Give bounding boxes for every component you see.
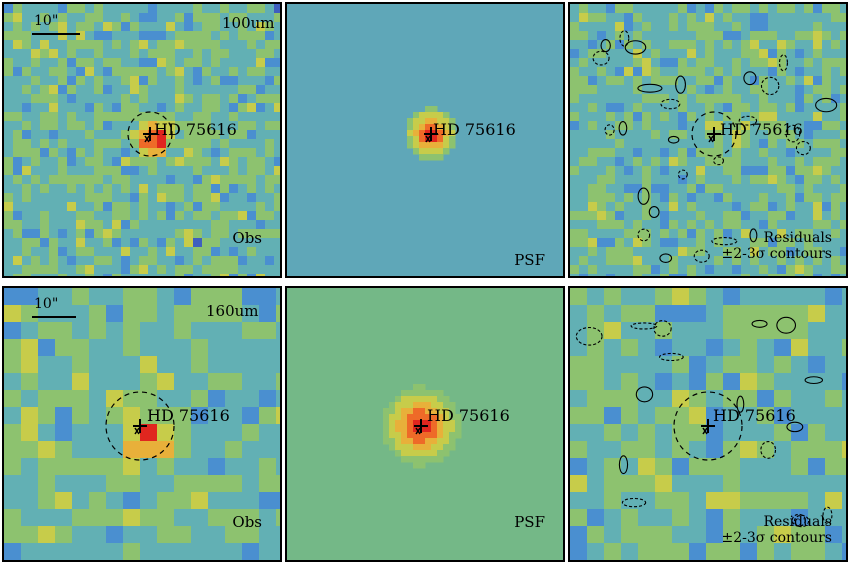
residuals-100um-panel: HD 75616 Residuals ±2-3σ contours (568, 2, 848, 278)
psf-label: PSF (514, 513, 545, 531)
target-label: HD 75616 (427, 406, 510, 425)
band-label: 100um (222, 14, 275, 32)
psf-100um-panel: HD 75616 PSF (285, 2, 565, 278)
obs-100um-image (4, 4, 280, 276)
residuals-caption: Residuals ±2-3σ contours (721, 230, 832, 262)
obs-160um-panel: 10" 160um HD 75616 Obs (2, 286, 282, 562)
contours-label: ±2-3σ contours (721, 529, 832, 546)
band-label: 160um (206, 302, 259, 320)
scale-bar (32, 33, 80, 35)
obs-label: Obs (232, 513, 262, 531)
residuals-160um-panel: HD 75616 Residuals ±2-3σ contours (568, 286, 848, 562)
scale-bar-label: 10" (34, 13, 59, 29)
psf-label: PSF (514, 251, 545, 269)
psf-160um-panel: HD 75616 PSF (285, 286, 565, 562)
residuals-label: Residuals (763, 230, 832, 247)
residuals-caption: Residuals ±2-3σ contours (721, 514, 832, 546)
psf-100um-image (287, 4, 563, 276)
target-label: HD 75616 (154, 120, 237, 139)
target-label: HD 75616 (720, 120, 803, 139)
psf-160um-image (287, 288, 563, 560)
target-label: HD 75616 (713, 406, 796, 425)
residuals-160um-image (570, 288, 846, 560)
target-label: HD 75616 (147, 406, 230, 425)
obs-100um-panel: 10" 100um HD 75616 Obs (2, 2, 282, 278)
obs-160um-image (4, 288, 280, 560)
contours-label: ±2-3σ contours (721, 245, 832, 262)
obs-label: Obs (232, 229, 262, 247)
target-label: HD 75616 (433, 120, 516, 139)
residuals-label: Residuals (763, 514, 832, 531)
residuals-100um-image (570, 4, 846, 276)
scale-bar (32, 316, 76, 318)
scale-bar-label: 10" (34, 296, 59, 312)
